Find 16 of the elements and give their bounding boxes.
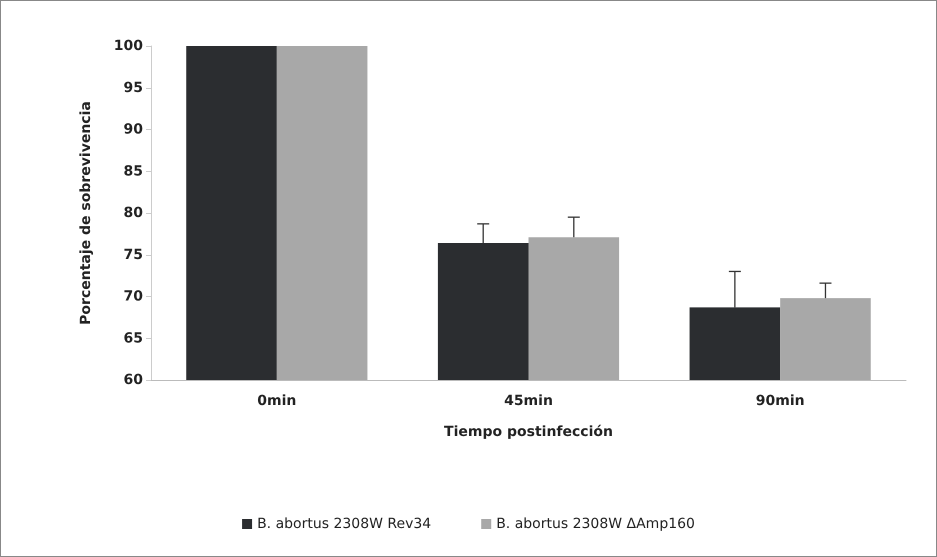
y-tick-label: 100 [114, 38, 144, 54]
y-tick-label: 95 [124, 80, 143, 96]
x-tick-label: 45min [504, 393, 553, 409]
x-tick-label: 0min [257, 393, 296, 409]
x-axis-title: Tiempo postinfección [444, 424, 613, 440]
x-tick-label: 90min [756, 393, 805, 409]
y-tick-label: 80 [124, 205, 144, 221]
y-tick-label: 70 [124, 288, 144, 304]
y-tick-label: 65 [124, 330, 143, 346]
legend-label: B. abortus 2308W ΔAmp160 [496, 516, 695, 532]
y-tick-label: 75 [124, 246, 143, 263]
y-tick-label: 85 [124, 163, 143, 180]
legend-label: B. abortus 2308W Rev34 [257, 516, 432, 532]
y-tick-label: 90 [124, 122, 144, 138]
y-tick-label: 60 [124, 372, 144, 388]
y-axis-title: Porcentaje de sobrevivencia [78, 101, 94, 325]
